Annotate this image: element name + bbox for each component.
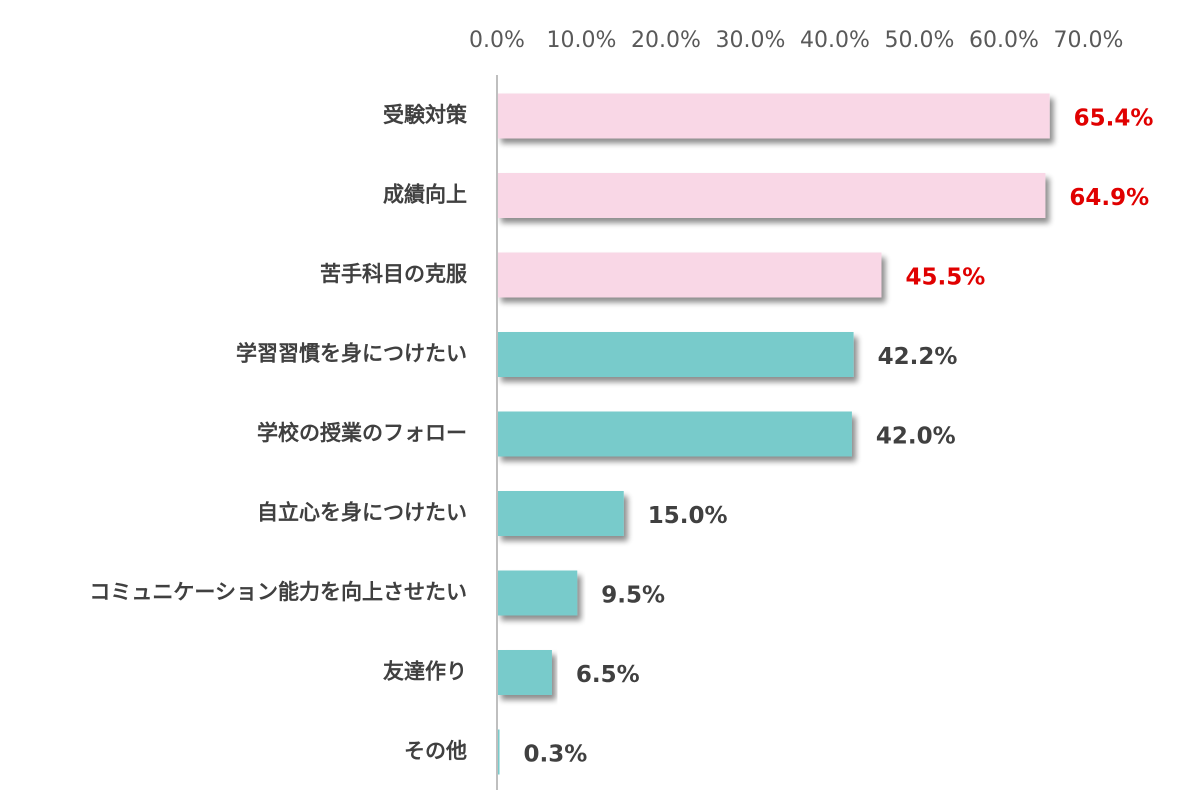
value-label: 6.5% [576, 662, 640, 688]
x-tick-label: 50.0% [885, 28, 955, 53]
value-label: 65.4% [1074, 106, 1154, 132]
bars [497, 93, 1050, 775]
x-tick-label: 40.0% [800, 28, 870, 53]
bar [497, 729, 500, 775]
bar [497, 570, 578, 616]
value-label: 42.0% [876, 424, 956, 450]
value-label: 64.9% [1069, 185, 1149, 211]
x-tick-label: 60.0% [969, 28, 1039, 53]
category-label: その他 [404, 739, 467, 763]
category-label: 自立心を身につけたい [257, 501, 467, 525]
category-labels: 受験対策成績向上苦手科目の克服学習習慣を身につけたい学校の授業のフォロー自立心を… [89, 103, 468, 763]
category-label: 学校の授業のフォロー [257, 421, 467, 445]
value-label: 0.3% [524, 742, 588, 768]
x-axis-ticks: 0.0% 10.0% 20.0% 30.0% 40.0% 50.0% 60.0% 70.0% [469, 28, 1123, 53]
category-label: 受験対策 [383, 103, 468, 127]
bar [497, 93, 1050, 139]
x-tick-label: 20.0% [631, 28, 701, 53]
value-label: 9.5% [601, 583, 665, 609]
bar [497, 650, 552, 695]
category-label: コミュニケーション能力を向上させたい [89, 580, 467, 604]
bar [497, 252, 882, 298]
category-label: 苦手科目の克服 [320, 262, 468, 286]
category-label: 成績向上 [383, 183, 467, 207]
x-tick-label: 0.0% [469, 28, 525, 53]
category-label: 友達作り [383, 660, 467, 684]
value-label: 45.5% [905, 265, 985, 291]
value-label: 15.0% [648, 503, 728, 529]
x-tick-label: 10.0% [547, 28, 617, 53]
x-tick-label: 70.0% [1054, 28, 1124, 53]
bar [497, 332, 854, 377]
category-label: 学習習慣を身につけたい [236, 342, 467, 366]
x-tick-label: 30.0% [716, 28, 786, 53]
value-label: 42.2% [878, 344, 958, 370]
bar [497, 491, 624, 536]
value-labels: 65.4% 64.9% 45.5% 42.2% 42.0% 15.0% 9.5% 6.5% 0.… [524, 106, 1154, 768]
bar [497, 411, 852, 457]
bar [497, 173, 1046, 218]
